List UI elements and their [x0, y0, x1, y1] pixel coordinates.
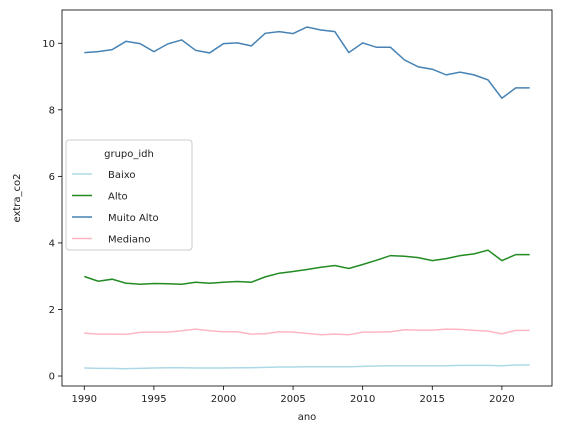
x-axis-label: ano [298, 412, 317, 423]
x-tick-label: 1990 [72, 394, 97, 405]
legend-label: Alto [108, 192, 128, 203]
series-line-baixo [84, 364, 530, 370]
x-tick-label: 2010 [350, 394, 375, 405]
series-line-muito-alto [84, 26, 530, 100]
y-tick-label: 2 [49, 305, 55, 316]
y-tick-label: 4 [49, 238, 55, 249]
legend: grupo_idh Baixo Alto Muito Alto Mediano [65, 139, 193, 251]
x-tick-label: 2005 [280, 394, 305, 405]
x-axis: 1990 1995 2000 2005 2010 2015 2020 [72, 386, 515, 405]
legend-label: Muito Alto [108, 213, 159, 224]
x-tick-label: 2020 [489, 394, 514, 405]
series-lines [84, 26, 530, 370]
legend-box [65, 139, 193, 251]
y-tick-label: 6 [49, 172, 55, 183]
plot-frame [61, 9, 553, 387]
legend-label: Mediano [108, 235, 151, 246]
x-tick-label: 2015 [420, 394, 445, 405]
x-tick-label: 1995 [141, 394, 166, 405]
y-tick-label: 8 [49, 105, 55, 116]
series-line-mediano [84, 328, 530, 336]
y-axis-label: extra_co2 [12, 173, 23, 222]
y-tick-label: 0 [49, 372, 55, 383]
y-axis: 0 2 4 6 8 10 [42, 39, 62, 383]
y-tick-label: 10 [42, 39, 55, 50]
legend-label: Baixo [108, 170, 136, 181]
series-line-alto [84, 249, 530, 285]
x-tick-label: 2000 [211, 394, 236, 405]
legend-title: grupo_idh [104, 149, 154, 160]
